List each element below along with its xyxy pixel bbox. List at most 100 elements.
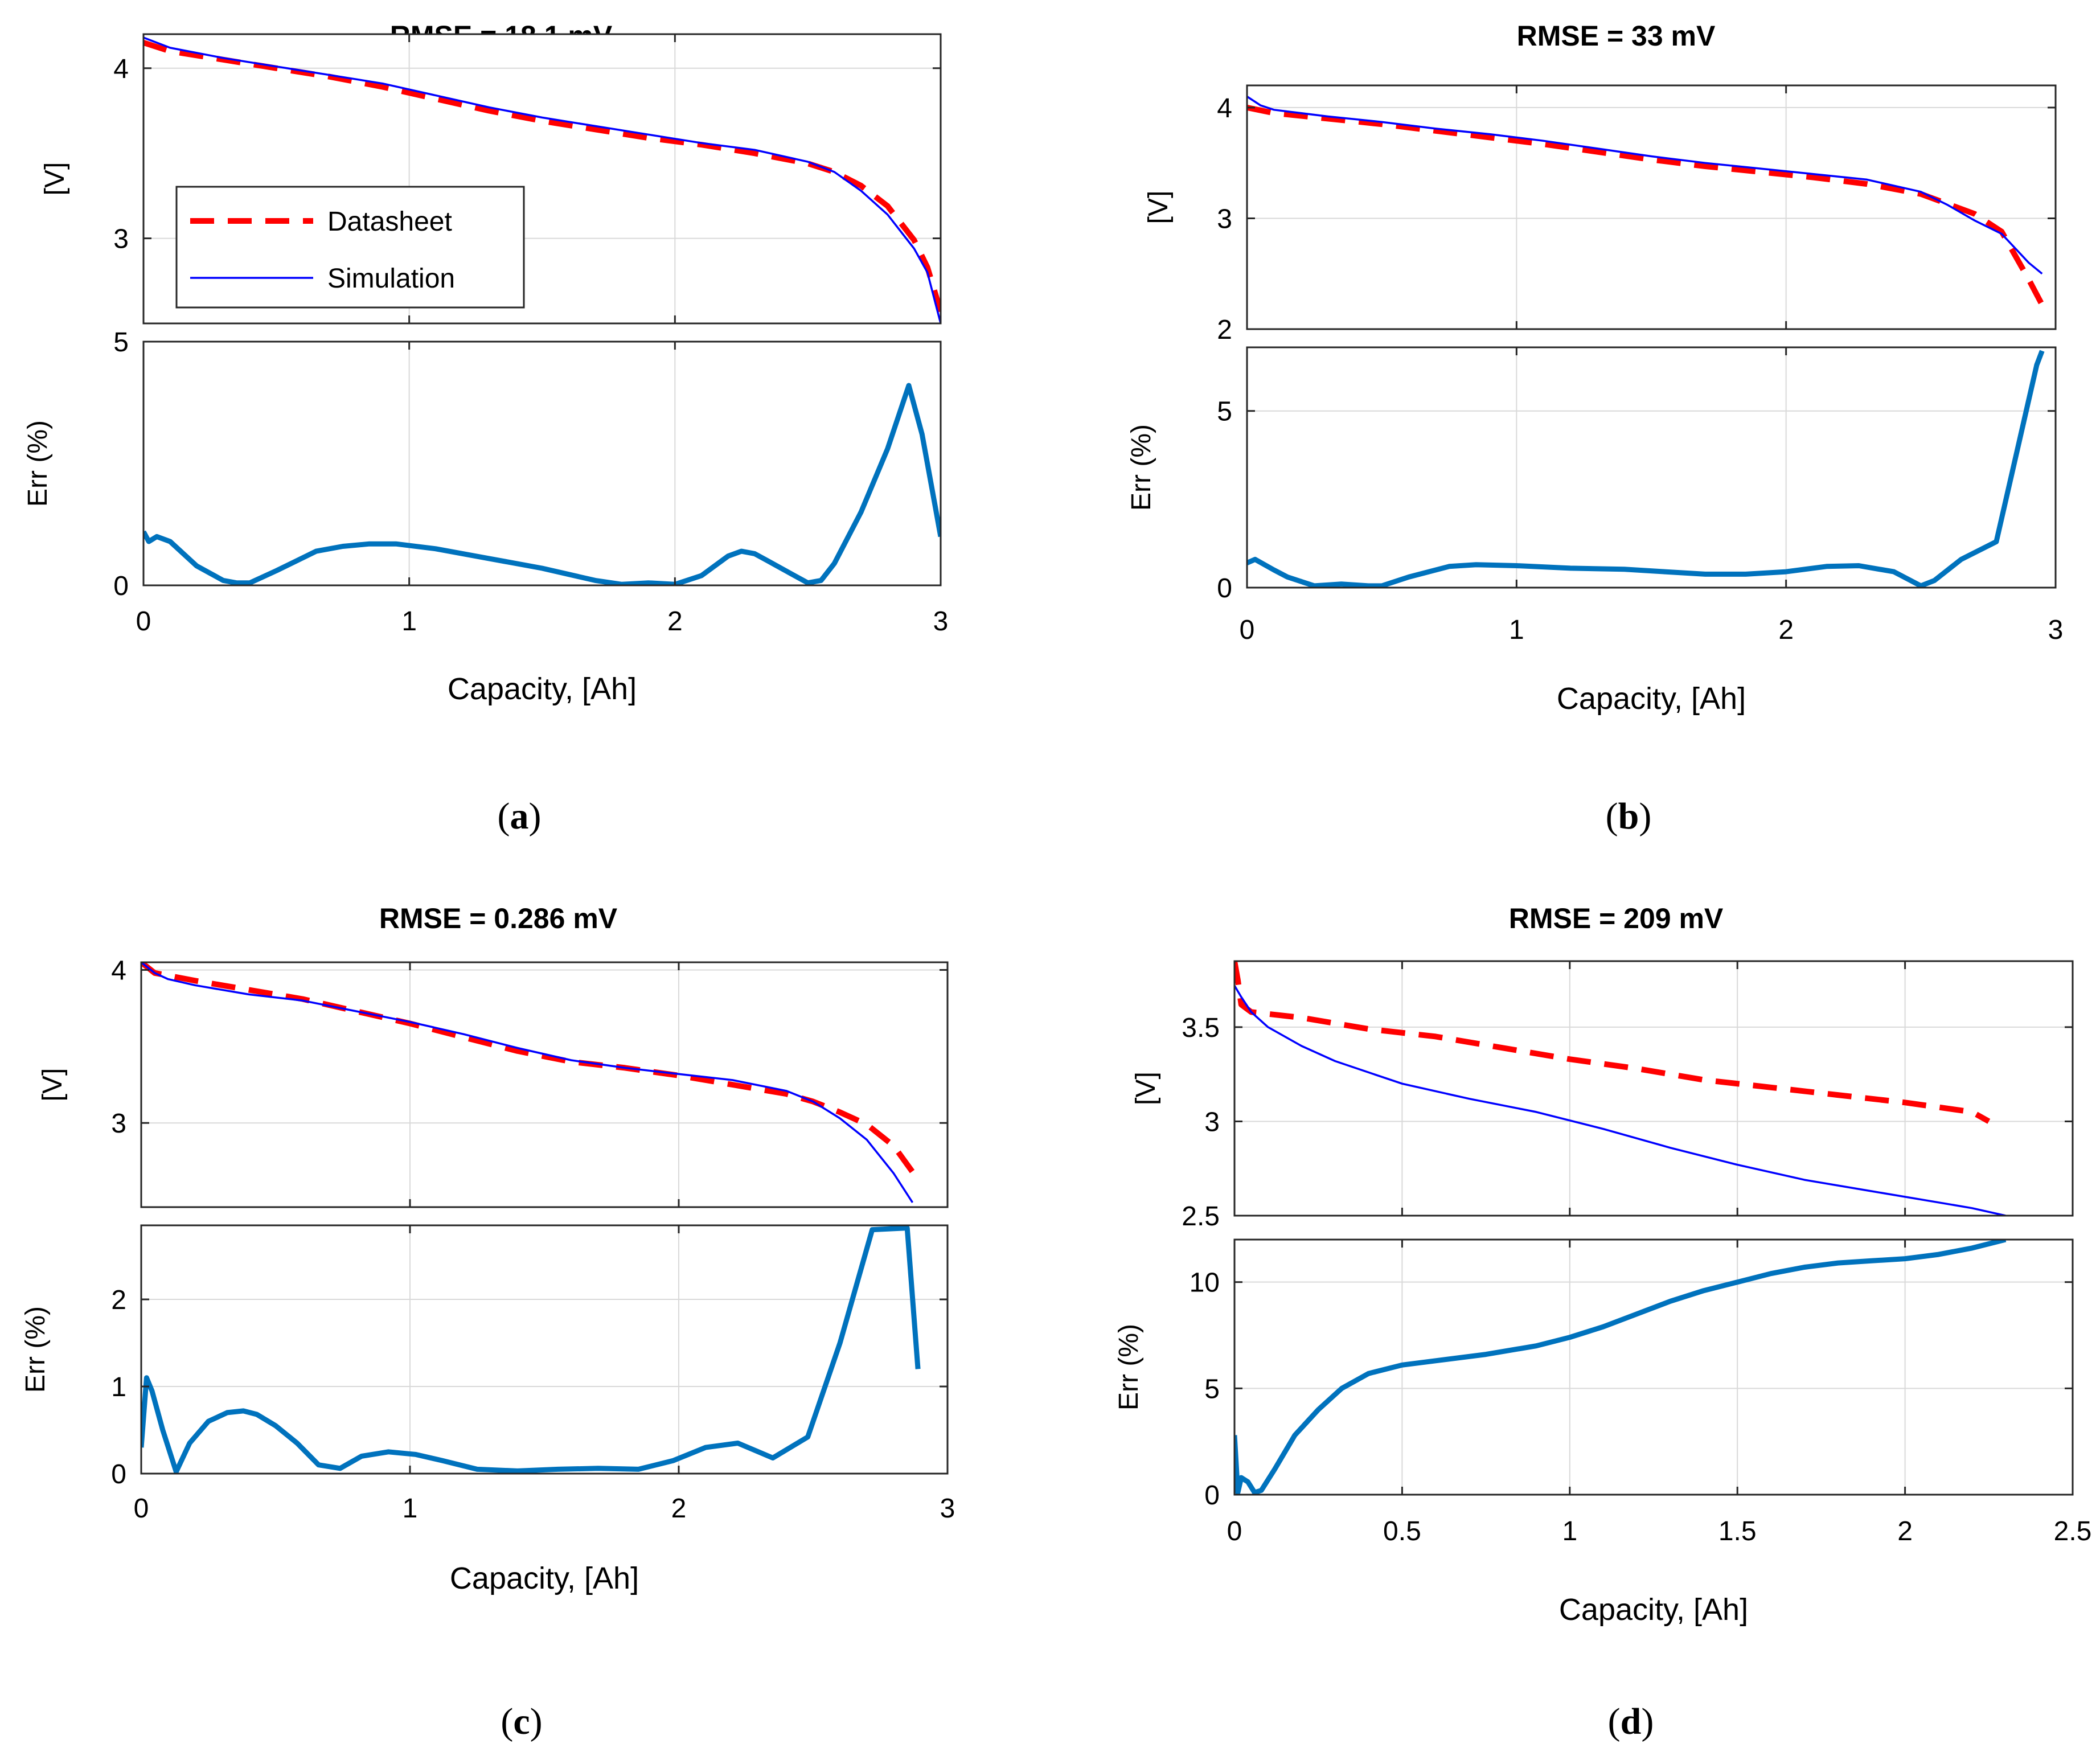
y-tick-label: 2 bbox=[1217, 315, 1232, 345]
series-line-simulation bbox=[141, 962, 914, 1203]
axes-frame bbox=[1246, 346, 2057, 589]
chart-panel-b: RMSE = 33 mV 2 3 4 [V] 0 5 Err (%) 0 1 2 3 Capacity,… bbox=[1126, 20, 2063, 837]
caption-open: ( bbox=[498, 795, 510, 837]
y-tick-label: 3 bbox=[1204, 1107, 1220, 1137]
x-axis-label: Capacity, [Ah] bbox=[1557, 682, 1746, 716]
series-line-datasheet bbox=[143, 40, 941, 313]
plot-area bbox=[1234, 1240, 2073, 1495]
caption-letter: b bbox=[1618, 795, 1639, 837]
y-tick-label: 5 bbox=[1204, 1374, 1220, 1404]
x-tick-label: 0 bbox=[1227, 1516, 1242, 1546]
y-tick-label: 4 bbox=[113, 54, 129, 84]
series-line-err bbox=[141, 1225, 921, 1474]
x-tick-label: 1 bbox=[403, 1494, 418, 1524]
panel-caption: (b) bbox=[1606, 795, 1652, 837]
axes-frame bbox=[142, 340, 942, 586]
legend-box bbox=[175, 186, 525, 309]
error-axes: 0 1 2 Err (%) 0 1 2 3 bbox=[20, 1224, 955, 1524]
y-axis-label: Err (%) bbox=[23, 420, 53, 507]
chart-panel-d: RMSE = 209 mV 2.5 3 3.5 [V] 0 5 10 Err (%) 0 0.5 1 1… bbox=[1114, 902, 2091, 1742]
chart-title: RMSE = 209 mV bbox=[1509, 902, 1724, 934]
caption-close: ) bbox=[529, 795, 542, 837]
panel-caption: (d) bbox=[1608, 1701, 1654, 1742]
caption-close: ) bbox=[1641, 1701, 1654, 1742]
y-axis-label: Err (%) bbox=[1114, 1324, 1144, 1410]
x-tick-label: 3 bbox=[2048, 615, 2064, 645]
series-line-datasheet bbox=[1247, 105, 2045, 306]
y-tick-label: 10 bbox=[1190, 1268, 1220, 1298]
plot-area bbox=[141, 962, 948, 1207]
plot-area bbox=[1247, 347, 2056, 588]
chart-title: RMSE = 33 mV bbox=[1517, 20, 1716, 52]
x-tick-label: 0 bbox=[136, 606, 151, 637]
chart-title: RMSE = 0.286 mV bbox=[379, 902, 618, 934]
y-axis-label: Err (%) bbox=[1126, 424, 1156, 511]
caption-letter: a bbox=[510, 795, 529, 837]
y-tick-label: 0 bbox=[1217, 573, 1232, 604]
y-axis-label: Err (%) bbox=[20, 1306, 51, 1393]
x-tick-label: 0 bbox=[1240, 615, 1255, 645]
caption-open: ( bbox=[1606, 795, 1618, 837]
x-tick-label: 0.5 bbox=[1383, 1516, 1421, 1546]
y-axis-label: [V] bbox=[38, 1068, 68, 1102]
caption-letter: d bbox=[1621, 1701, 1642, 1742]
voltage-axes: 2 3 4 [V] bbox=[1143, 84, 2057, 345]
error-axes: 0 5 Err (%) 0 1 2 3 bbox=[1126, 346, 2064, 645]
y-tick-label: 3 bbox=[1217, 204, 1232, 234]
chart-panel-c: RMSE = 0.286 mV 3 4 [V] 0 1 2 Err (%) 0 1 2 3 Capaci… bbox=[20, 902, 955, 1742]
y-tick-label: 4 bbox=[1217, 93, 1232, 124]
caption-close: ) bbox=[1639, 795, 1651, 837]
legend-label-datasheet: Datasheet bbox=[327, 207, 452, 237]
axes-frame bbox=[140, 1224, 949, 1475]
caption-letter: c bbox=[513, 1701, 530, 1742]
series-line-datasheet bbox=[141, 962, 915, 1174]
panel-caption: (a) bbox=[498, 795, 542, 837]
y-tick-label: 5 bbox=[113, 327, 129, 358]
y-tick-label: 5 bbox=[1217, 397, 1232, 427]
x-tick-label: 2 bbox=[1897, 1516, 1913, 1546]
axes-frame bbox=[1233, 960, 2074, 1217]
legend-label-simulation: Simulation bbox=[327, 264, 455, 294]
y-axis-label: [V] bbox=[40, 162, 70, 196]
axes-frame bbox=[142, 33, 942, 325]
error-axes: 0 5 Err (%) 0 1 2 3 bbox=[23, 327, 948, 637]
plot-area bbox=[1234, 961, 2073, 1216]
x-tick-label: 1 bbox=[1509, 615, 1524, 645]
y-tick-label: 0 bbox=[113, 571, 129, 601]
panel-caption: (c) bbox=[501, 1701, 542, 1742]
y-tick-label: 3.5 bbox=[1182, 1013, 1220, 1043]
series-line-err bbox=[1247, 350, 2045, 588]
x-tick-label: 3 bbox=[940, 1494, 955, 1524]
caption-open: ( bbox=[1608, 1701, 1621, 1742]
y-tick-label: 3 bbox=[111, 1109, 126, 1139]
voltage-axes: 2.5 3 3.5 [V] bbox=[1131, 960, 2074, 1232]
error-axes: 0 5 10 Err (%) 0 0.5 1 1.5 2 2.5 bbox=[1114, 1238, 2092, 1546]
x-axis-label: Capacity, [Ah] bbox=[450, 1561, 639, 1595]
series-line-datasheet bbox=[1234, 961, 1991, 1124]
series-line-simulation bbox=[1234, 985, 2006, 1216]
x-tick-label: 1 bbox=[1562, 1516, 1577, 1546]
plot-area bbox=[141, 1225, 948, 1474]
y-tick-label: 3 bbox=[113, 224, 129, 255]
plot-area bbox=[143, 342, 941, 585]
y-tick-label: 4 bbox=[111, 955, 126, 986]
series-line-err bbox=[143, 383, 941, 585]
x-tick-label: 1.5 bbox=[1718, 1516, 1757, 1546]
y-tick-label: 0 bbox=[1204, 1480, 1220, 1511]
x-tick-label: 2 bbox=[1778, 615, 1794, 645]
series-line-simulation bbox=[143, 36, 941, 323]
y-axis-label: [V] bbox=[1131, 1072, 1161, 1105]
x-axis-label: Capacity, [Ah] bbox=[448, 672, 637, 706]
x-tick-label: 2 bbox=[671, 1494, 687, 1524]
y-axis-label: [V] bbox=[1143, 191, 1174, 224]
y-tick-label: 2.5 bbox=[1182, 1201, 1220, 1232]
axes-frame bbox=[1246, 84, 2057, 330]
voltage-axes: 3 4 [V] bbox=[38, 955, 949, 1208]
x-tick-label: 3 bbox=[933, 606, 949, 637]
x-axis-label: Capacity, [Ah] bbox=[1559, 1593, 1748, 1627]
series-line-err bbox=[1234, 1240, 2007, 1495]
y-tick-label: 0 bbox=[111, 1459, 126, 1490]
x-tick-label: 2.5 bbox=[2054, 1516, 2092, 1546]
